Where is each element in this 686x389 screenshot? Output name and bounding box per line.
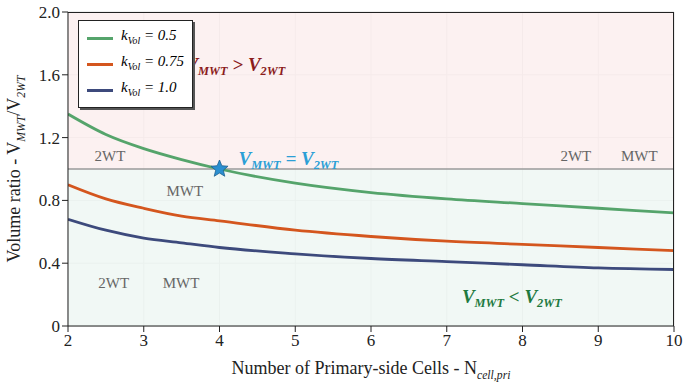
svg-text:VMWT > V2WT: VMWT > V2WT: [185, 54, 285, 77]
svg-text:2WT: 2WT: [560, 148, 591, 164]
svg-text:MWT: MWT: [621, 148, 658, 164]
svg-text:VMWT < V2WT: VMWT < V2WT: [462, 287, 562, 310]
svg-text:MWT: MWT: [163, 276, 200, 292]
svg-text:2WT: 2WT: [98, 276, 129, 292]
html-text:kVol= 0.5: kVol= 0.5: [121, 27, 177, 46]
svg-text:7: 7: [443, 331, 452, 350]
html-text:Number of Primary-side Cells -: Number of Primary-side Cells - Ncell,pri: [231, 358, 511, 382]
svg-text:4: 4: [215, 331, 224, 350]
svg-text:9: 9: [594, 331, 603, 350]
svg-text:3: 3: [140, 331, 149, 350]
svg-text:1.6: 1.6: [39, 66, 60, 85]
svg-text:5: 5: [291, 331, 300, 350]
svg-text:MWT: MWT: [166, 183, 203, 199]
html-text:MWT: MWT: [14, 115, 28, 142]
html-text:2WT: 2WT: [14, 75, 28, 98]
svg-text:0: 0: [52, 317, 61, 336]
svg-text:1.2: 1.2: [39, 129, 60, 148]
html-text:kVol= 1.0: kVol= 1.0: [121, 79, 177, 98]
svg-text:0.8: 0.8: [39, 191, 60, 210]
svg-text:VMWT = V2WT: VMWT = V2WT: [238, 149, 338, 172]
svg-text:10: 10: [666, 331, 683, 350]
svg-text:8: 8: [518, 331, 527, 350]
svg-text:2WT: 2WT: [95, 148, 126, 164]
html-text:kVol= 0.75: kVol= 0.75: [121, 53, 184, 72]
svg-text:0.4: 0.4: [39, 254, 61, 273]
html-text:Volume ratio -: Volume ratio -: [4, 154, 25, 263]
html-text:V: V: [4, 141, 25, 155]
svg-text:2.0: 2.0: [39, 3, 60, 22]
html-text:V: V: [4, 97, 25, 111]
svg-text:6: 6: [367, 331, 376, 350]
svg-text:2: 2: [64, 331, 73, 350]
